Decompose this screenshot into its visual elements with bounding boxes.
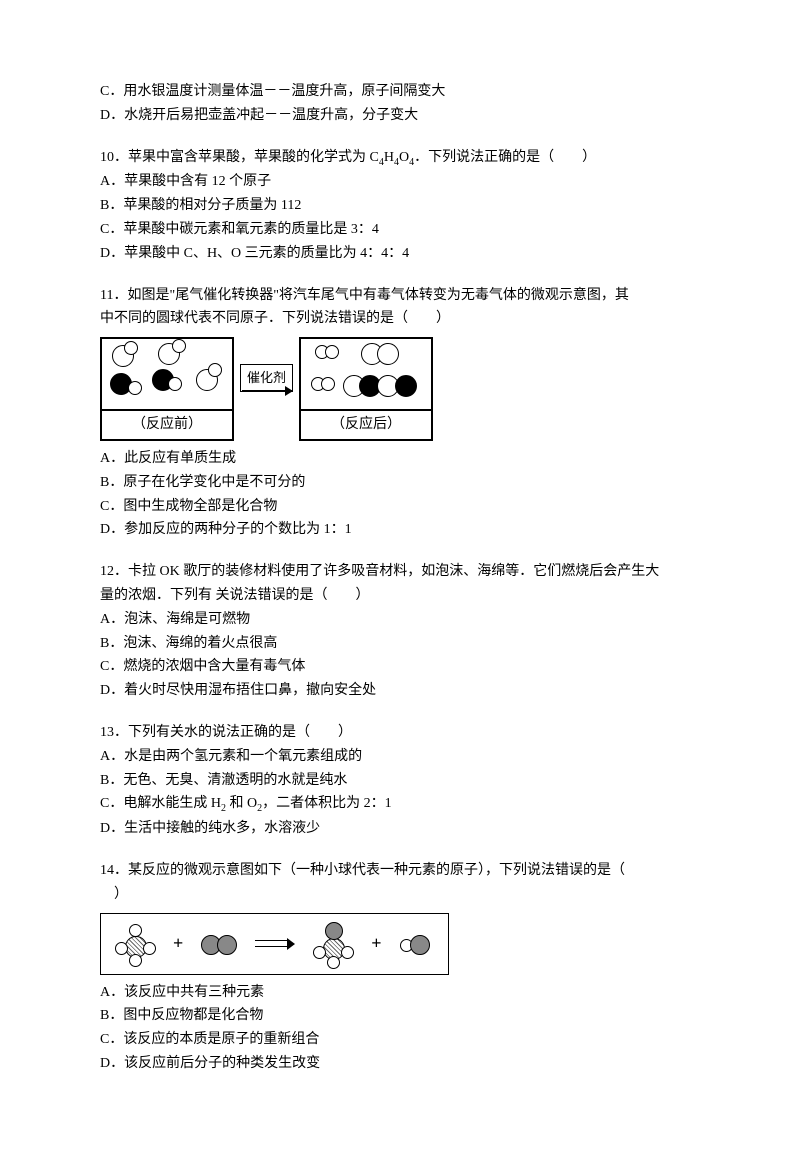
atom-icon [129,924,142,937]
molecule-3 [311,922,355,966]
option-b: B．原子在化学变化中是不可分的 [100,471,700,495]
atom-icon [128,381,142,395]
option-a: A．此反应有单质生成 [100,447,700,471]
arrow-icon [255,936,295,952]
stem-line-2: ） [100,883,700,907]
plus-icon: + [173,928,183,959]
option-d: D．生活中接触的纯水多，水溶液少 [100,817,700,841]
reaction-diagram: （反应前） 催化剂 （反应后） [100,337,700,441]
option-a: A．泡沫、海绵是可燃物 [100,608,700,632]
before-panel [100,337,234,411]
atom-icon [325,922,343,940]
option-b: B．图中反应物都是化合物 [100,1004,700,1028]
text: C．电解水能生成 H [100,796,221,811]
mid: O [399,150,409,165]
plus-icon: + [371,928,381,959]
stem-text: 10．苹果中富含苹果酸，苹果酸的化学式为 C [100,150,379,165]
atom-icon [217,935,237,955]
mid: H [384,150,394,165]
atom-icon [129,954,142,967]
option-d: D．参加反应的两种分子的个数比为 1：1 [100,518,700,542]
before-label: （反应前） [100,411,234,441]
stem-line-1: 14．某反应的微观示意图如下（一种小球代表一种元素的原子），下列说法错误的是（ [100,859,700,883]
atom-icon [168,377,182,391]
option-d: D．该反应前后分子的种类发生改变 [100,1052,700,1076]
option-d: D．着火时尽快用湿布捂住口鼻，撤向安全处 [100,679,700,703]
stem: 10．苹果中富含苹果酸，苹果酸的化学式为 C4H4O4．下列说法正确的是（ ） [100,146,700,171]
option-a: A．水是由两个氢元素和一个氧元素组成的 [100,745,700,769]
option-b: B．苹果酸的相对分子质量为 112 [100,194,700,218]
option-a: A．该反应中共有三种元素 [100,981,700,1005]
atom-icon [327,956,340,969]
stem: 13．下列有关水的说法正确的是（ ） [100,721,700,745]
atom-icon [341,946,354,959]
molecule-2 [199,922,239,966]
atom-icon [208,363,222,377]
atom-icon [321,377,335,391]
option-b: B．无色、无臭、清澈透明的水就是纯水 [100,769,700,793]
atom-icon [395,375,417,397]
molecule-4 [398,922,436,966]
atom-icon [172,339,186,353]
atom-icon [313,946,326,959]
option-c: C．该反应的本质是原子的重新组合 [100,1028,700,1052]
option-d: D．水烧开后易把壶盖冲起－－温度升高，分子变大 [100,104,700,128]
option-b: B．泡沫、海绵的着火点很高 [100,632,700,656]
atom-icon [115,942,128,955]
question-11: 11．如图是"尾气催化转换器"将汽车尾气中有毒气体转变为无毒气体的微观示意图，其… [100,284,700,543]
question-12: 12．卡拉 OK 歌厅的装修材料使用了许多吸音材料，如泡沫、海绵等．它们燃烧后会… [100,560,700,703]
question-14: 14．某反应的微观示意图如下（一种小球代表一种元素的原子），下列说法错误的是（ … [100,859,700,1076]
option-c: C．图中生成物全部是化合物 [100,495,700,519]
atom-icon [143,942,156,955]
option-c: C．电解水能生成 H2 和 O2，二者体积比为 2：1 [100,792,700,817]
option-d: D．苹果酸中 C、H、O 三元素的质量比为 4：4：4 [100,242,700,266]
atom-icon [377,343,399,365]
option-c: C．燃烧的浓烟中含大量有毒气体 [100,655,700,679]
option-c: C．苹果酸中碳元素和氧元素的质量比是 3：4 [100,218,700,242]
after-panel [299,337,433,411]
stem-line-2: 中不同的圆球代表不同原子．下列说法错误的是（ ） [100,307,700,331]
molecule-1 [113,922,157,966]
question-9-partial: C．用水银温度计测量体温－－温度升高，原子间隔变大 D．水烧开后易把壶盖冲起－－… [100,80,700,128]
question-10: 10．苹果中富含苹果酸，苹果酸的化学式为 C4H4O4．下列说法正确的是（ ） … [100,146,700,266]
after-label: （反应后） [299,411,433,441]
arrow-icon [242,390,292,392]
stem-line-2: 量的浓烟．下列有 关说法错误的是（ ） [100,584,700,608]
text: ，二者体积比为 2：1 [262,796,392,811]
text: 和 O [226,796,257,811]
stem-line-1: 11．如图是"尾气催化转换器"将汽车尾气中有毒气体转变为无毒气体的微观示意图，其 [100,284,700,308]
after-panel-wrap: （反应后） [299,337,433,441]
atom-icon [325,345,339,359]
stem-line-1: 12．卡拉 OK 歌厅的装修材料使用了许多吸音材料，如泡沫、海绵等．它们燃烧后会… [100,560,700,584]
before-panel-wrap: （反应前） [100,337,234,441]
atom-icon [124,341,138,355]
stem-post: ．下列说法正确的是（ ） [414,150,596,165]
option-c: C．用水银温度计测量体温－－温度升高，原子间隔变大 [100,80,700,104]
atom-icon [410,935,430,955]
question-13: 13．下列有关水的说法正确的是（ ） A．水是由两个氢元素和一个氧元素组成的 B… [100,721,700,841]
catalyst-arrow: 催化剂 [240,364,293,414]
molecule-diagram: + + [100,913,449,975]
option-a: A．苹果酸中含有 12 个原子 [100,170,700,194]
